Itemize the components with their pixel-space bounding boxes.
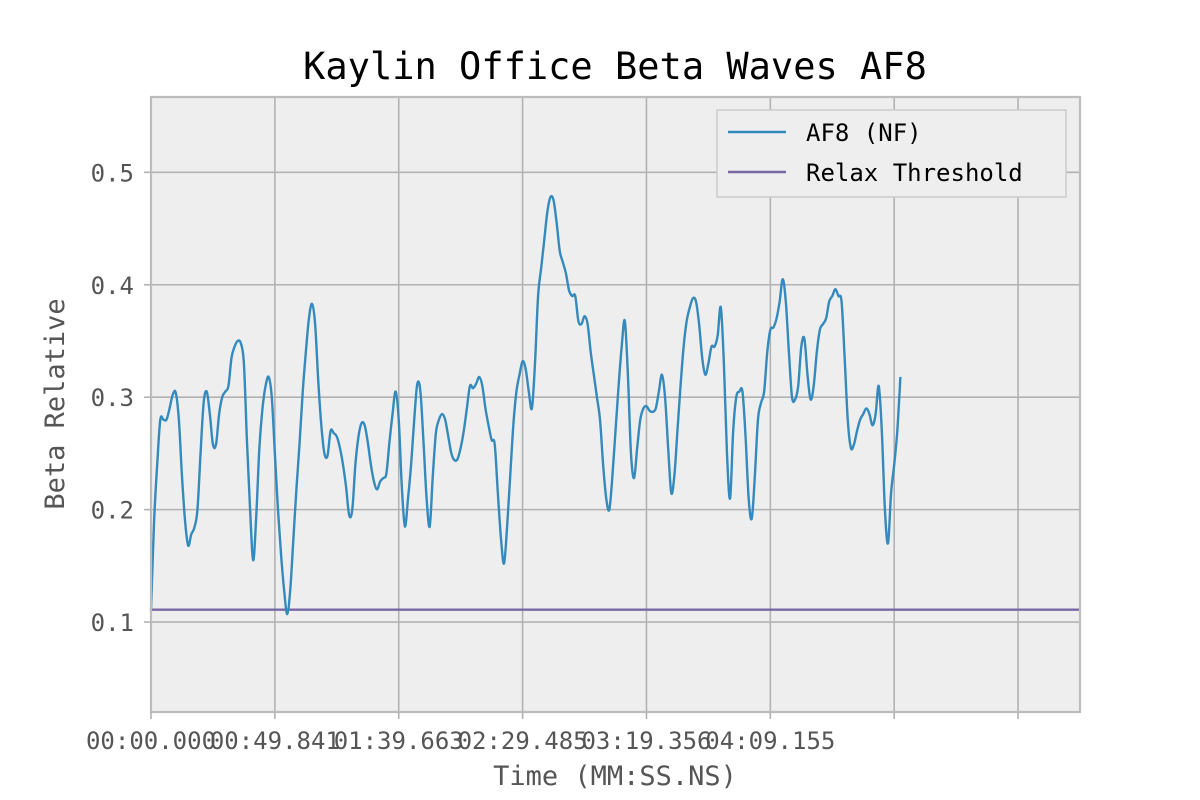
y-tick-label: 0.4 <box>91 272 134 300</box>
series-layer <box>149 194 1080 616</box>
x-tick-label: 04:09.155 <box>705 727 835 755</box>
y-axis: 0.1 0.2 0.3 0.4 0.5 <box>91 159 151 637</box>
x-tick-label: 02:29.485 <box>458 727 588 755</box>
x-tick-label: 03:19.356 <box>581 727 711 755</box>
plot-frame <box>149 95 1082 714</box>
y-tick-label: 0.3 <box>91 384 134 412</box>
chart-title: Kaylin Office Beta Waves AF8 <box>303 45 927 88</box>
legend-label-af8: AF8 (NF) <box>806 119 922 147</box>
y-tick-label: 0.1 <box>91 609 134 637</box>
x-axis: 00:00.00000:49.84101:39.66302:29.48503:1… <box>86 712 1019 755</box>
legend: AF8 (NF) Relax Threshold <box>716 109 1067 198</box>
y-axis-label: Beta Relative <box>40 298 71 509</box>
y-tick-label: 0.2 <box>91 497 134 525</box>
legend-box <box>716 109 1067 198</box>
series-line-af8 <box>149 194 902 616</box>
x-tick-label: 00:49.841 <box>210 727 340 755</box>
x-tick-label: 01:39.663 <box>334 727 464 755</box>
x-axis-label: Time (MM:SS.NS) <box>493 761 737 792</box>
y-tick-label: 0.5 <box>91 159 134 187</box>
x-tick-label: 00:00.000 <box>86 727 216 755</box>
legend-label-threshold: Relax Threshold <box>806 159 1023 187</box>
